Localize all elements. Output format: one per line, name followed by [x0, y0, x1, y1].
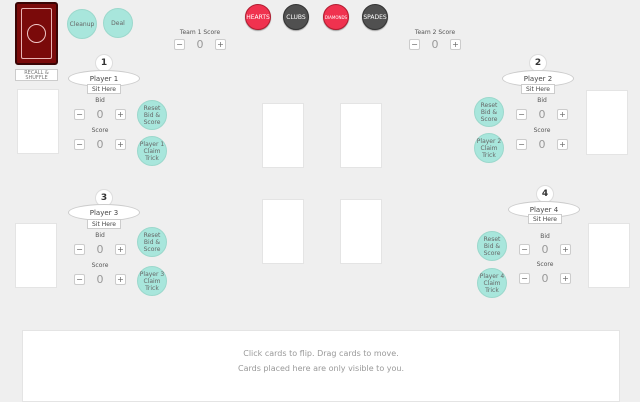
- player-4-bid-minus-button[interactable]: −: [519, 244, 530, 255]
- play-slot-4[interactable]: [340, 199, 382, 264]
- player-2-bid-minus-button[interactable]: −: [516, 109, 527, 120]
- player-2-card-slot[interactable]: [586, 90, 628, 155]
- player-4-bid-label: Bid: [540, 233, 550, 240]
- player-3-sit-here-button[interactable]: Sit Here: [87, 219, 121, 229]
- cleanup-button[interactable]: Cleanup: [67, 9, 97, 39]
- player-2-score-plus-button[interactable]: +: [557, 139, 568, 150]
- team-1-score-label: Team 1 Score: [179, 29, 221, 36]
- team-2-score-plus-button[interactable]: +: [450, 39, 461, 50]
- team-1-score-value: 0: [196, 38, 204, 51]
- clubs-button[interactable]: CLUBS: [283, 4, 309, 30]
- hand-hint-2: Cards placed here are only visible to yo…: [237, 364, 404, 373]
- card-back-emblem: [27, 24, 46, 43]
- player-4-bid-value: 0: [541, 243, 549, 256]
- player-1-claim-trick-button[interactable]: Player 1 Claim Trick: [137, 136, 167, 166]
- player-1-score-value: 0: [96, 138, 104, 151]
- spades-button[interactable]: SPADES: [362, 4, 388, 30]
- team-2-score-minus-button[interactable]: −: [409, 39, 420, 50]
- player-2-bid-label: Bid: [537, 97, 547, 104]
- deck[interactable]: [15, 2, 58, 65]
- player-2-claim-trick-button[interactable]: Player 2 Claim Trick: [474, 133, 504, 163]
- player-4-score-minus-button[interactable]: −: [519, 273, 530, 284]
- player-3-card-slot[interactable]: [15, 223, 57, 288]
- player-1-bid-label: Bid: [95, 97, 105, 104]
- player-2-bid-plus-button[interactable]: +: [557, 109, 568, 120]
- player-2-sit-here-button[interactable]: Sit Here: [521, 84, 555, 94]
- team-2-score-label: Team 2 Score: [414, 29, 456, 36]
- player-2-score-minus-button[interactable]: −: [516, 139, 527, 150]
- player-2-score-label: Score: [533, 127, 551, 134]
- player-2-reset-button[interactable]: Reset Bid & Score: [474, 97, 504, 127]
- player-1-sit-here-button[interactable]: Sit Here: [87, 84, 121, 94]
- player-3-bid-label: Bid: [95, 232, 105, 239]
- hand-hint-1: Click cards to flip. Drag cards to move.: [243, 349, 399, 358]
- player-4-claim-trick-button[interactable]: Player 4 Claim Trick: [477, 268, 507, 298]
- player-3-bid-minus-button[interactable]: −: [74, 244, 85, 255]
- player-3-score-label: Score: [91, 262, 109, 269]
- player-1-score-plus-button[interactable]: +: [115, 139, 126, 150]
- player-3-score-value: 0: [96, 273, 104, 286]
- play-slot-1[interactable]: [262, 103, 304, 168]
- player-4-bid-plus-button[interactable]: +: [560, 244, 571, 255]
- player-3-claim-trick-button[interactable]: Player 3 Claim Trick: [137, 266, 167, 296]
- team-2-score-value: 0: [431, 38, 439, 51]
- recall-shuffle-button[interactable]: RECALL & SHUFFLE: [15, 69, 58, 81]
- player-1-bid-value: 0: [96, 108, 104, 121]
- player-3-reset-button[interactable]: Reset Bid & Score: [137, 227, 167, 257]
- player-3-score-minus-button[interactable]: −: [74, 274, 85, 285]
- player-1-reset-button[interactable]: Reset Bid & Score: [137, 100, 167, 130]
- player-4-score-plus-button[interactable]: +: [560, 273, 571, 284]
- player-4-sit-here-button[interactable]: Sit Here: [528, 214, 562, 224]
- player-3-bid-plus-button[interactable]: +: [115, 244, 126, 255]
- play-slot-2[interactable]: [340, 103, 382, 168]
- deal-button[interactable]: Deal: [103, 8, 133, 38]
- player-4-score-value: 0: [541, 272, 549, 285]
- player-2-bid-value: 0: [538, 108, 546, 121]
- play-slot-3[interactable]: [262, 199, 304, 264]
- player-1-bid-plus-button[interactable]: +: [115, 109, 126, 120]
- player-4-reset-button[interactable]: Reset Bid & Score: [477, 231, 507, 261]
- player-4-card-slot[interactable]: [588, 223, 630, 288]
- player-1-bid-minus-button[interactable]: −: [74, 109, 85, 120]
- diamonds-button[interactable]: DIAMONDS: [323, 4, 349, 30]
- player-1-card-slot[interactable]: [17, 89, 59, 154]
- player-2-score-value: 0: [538, 138, 546, 151]
- player-3-bid-value: 0: [96, 243, 104, 256]
- player-3-seat-number: 3: [95, 189, 113, 207]
- team-1-score-minus-button[interactable]: −: [174, 39, 185, 50]
- hearts-button[interactable]: HEARTS: [245, 4, 271, 30]
- player-3-score-plus-button[interactable]: +: [115, 274, 126, 285]
- private-hand-area[interactable]: Click cards to flip. Drag cards to move.…: [22, 330, 620, 402]
- player-1-score-minus-button[interactable]: −: [74, 139, 85, 150]
- player-4-score-label: Score: [536, 261, 554, 268]
- player-1-score-label: Score: [91, 127, 109, 134]
- card-back-pattern: [21, 8, 52, 59]
- player-2-seat-number: 2: [529, 54, 547, 72]
- team-1-score-plus-button[interactable]: +: [215, 39, 226, 50]
